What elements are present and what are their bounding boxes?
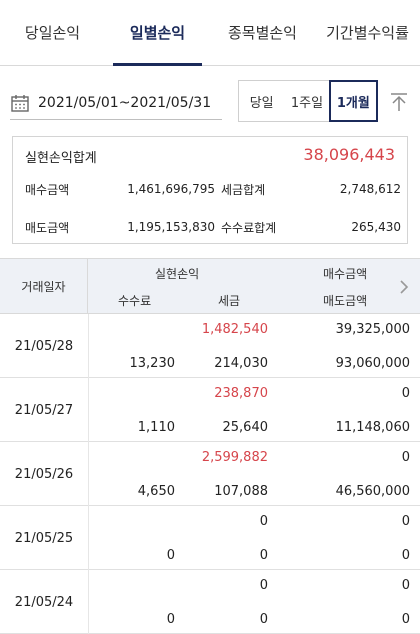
header-realized-pl: 실현손익	[155, 267, 200, 281]
table-row[interactable]: 21/05/28 1,482,540 39,325,000 13,230 214…	[0, 314, 420, 378]
row-realized-pl: 2,599,882	[201, 450, 268, 465]
row-buy-amount: 0	[401, 386, 410, 401]
realized-pl-total-label: 실현손익합계	[25, 151, 97, 166]
chevron-right-icon[interactable]	[398, 279, 410, 295]
row-date: 21/05/27	[14, 402, 74, 418]
row-date: 21/05/25	[14, 530, 74, 546]
table-header: 거래일자 실현손익 매수금액 수수료 세금 매도금액	[0, 258, 420, 314]
column-divider	[88, 378, 89, 442]
row-fee: 4,650	[137, 484, 175, 499]
tab-daily-pl[interactable]: 당일손익	[24, 24, 81, 42]
tab-stock-pl[interactable]: 종목별손익	[227, 24, 297, 42]
row-sell-amount: 93,060,000	[335, 356, 410, 371]
summary-box: 실현손익합계 38,096,443 매수금액 1,461,696,795 세금합…	[12, 136, 408, 244]
column-divider	[88, 506, 89, 570]
header-sell-amount: 매도금액	[323, 294, 368, 308]
table-row[interactable]: 21/05/26 2,599,882 0 4,650 107,088 46,56…	[0, 442, 420, 506]
row-tax: 214,030	[214, 356, 268, 371]
header-buy-amount: 매수금액	[323, 267, 368, 281]
row-sell-amount: 46,560,000	[335, 484, 410, 499]
period-selector: 당일 1주일 1개월	[238, 80, 378, 122]
buy-amount-label: 매수금액	[25, 183, 70, 197]
header-trade-date: 거래일자	[0, 259, 88, 313]
fee-total-value: 265,430	[351, 220, 401, 234]
row-realized-pl: 0	[259, 578, 268, 593]
table-row[interactable]: 21/05/27 238,870 0 1,110 25,640 11,148,0…	[0, 378, 420, 442]
row-realized-pl: 1,482,540	[201, 322, 268, 337]
row-realized-pl: 238,870	[214, 386, 268, 401]
scroll-to-top-icon[interactable]	[388, 91, 410, 113]
row-fee: 0	[166, 548, 175, 563]
row-date: 21/05/24	[14, 594, 74, 610]
row-tax: 0	[259, 548, 268, 563]
row-sell-amount: 0	[401, 548, 410, 563]
sell-amount-value: 1,195,153,830	[127, 220, 215, 234]
tab-bar: 당일손익 일별손익 종목별손익 기간별수익률	[0, 0, 420, 66]
row-buy-amount: 0	[401, 578, 410, 593]
row-tax: 25,640	[222, 420, 269, 435]
buy-amount-value: 1,461,696,795	[127, 182, 215, 196]
period-today-button[interactable]: 당일	[249, 95, 274, 111]
row-tax: 107,088	[214, 484, 268, 499]
row-sell-amount: 0	[401, 612, 410, 627]
tax-total-value: 2,748,612	[339, 182, 401, 196]
header-tax: 세금	[218, 294, 241, 308]
row-fee: 13,230	[129, 356, 176, 371]
date-filter-row: 2021/05/01~2021/05/31 당일 1주일 1개월	[0, 66, 420, 134]
sell-amount-label: 매도금액	[25, 221, 70, 235]
date-range-text: 2021/05/01~2021/05/31	[38, 94, 212, 111]
realized-pl-total-value: 38,096,443	[303, 145, 395, 164]
row-date: 21/05/26	[14, 466, 74, 482]
row-buy-amount: 0	[401, 450, 410, 465]
table-row[interactable]: 21/05/25 0 0 0 0 0	[0, 506, 420, 570]
column-divider	[88, 570, 89, 634]
row-realized-pl: 0	[259, 514, 268, 529]
column-divider	[88, 314, 89, 378]
period-1week-button[interactable]: 1주일	[290, 95, 324, 111]
fee-total-label: 수수료합계	[221, 221, 277, 235]
row-fee: 0	[166, 612, 175, 627]
date-range-field[interactable]: 2021/05/01~2021/05/31	[10, 86, 222, 120]
row-buy-amount: 39,325,000	[335, 322, 410, 337]
row-buy-amount: 0	[401, 514, 410, 529]
column-divider	[88, 442, 89, 506]
tax-total-label: 세금합계	[221, 183, 266, 197]
row-fee: 1,110	[137, 420, 175, 435]
tab-period-return[interactable]: 기간별수익률	[326, 24, 409, 42]
row-tax: 0	[259, 612, 268, 627]
period-1month-button[interactable]: 1개월	[328, 80, 378, 122]
header-fee: 수수료	[118, 294, 152, 308]
row-sell-amount: 11,148,060	[335, 420, 410, 435]
calendar-icon	[11, 94, 29, 112]
table-row[interactable]: 21/05/24 0 0 0 0 0	[0, 570, 420, 634]
tab-day-by-day-pl[interactable]: 일별손익	[105, 0, 210, 66]
row-date: 21/05/28	[14, 338, 74, 354]
